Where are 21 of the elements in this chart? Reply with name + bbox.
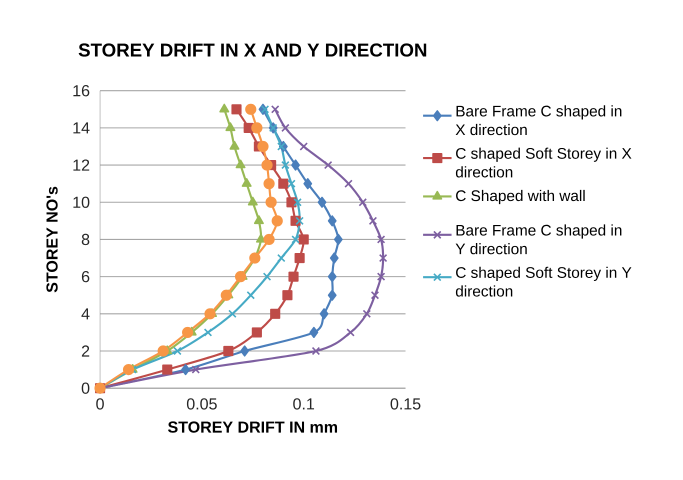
legend-label: Bare Frame C shaped in X direction: [456, 105, 622, 136]
legend-label: Bare Frame C shaped in Y direction: [456, 224, 622, 254]
y-tick-label: 8: [82, 234, 90, 245]
y-tick-label: 10: [73, 196, 90, 208]
y-tick-label: 2: [82, 345, 90, 356]
legend-label: C shaped Soft Storey in X direction: [456, 147, 632, 178]
y-tick-label: 0: [82, 382, 90, 394]
x-tick-label: 0: [96, 398, 104, 410]
y-axis-title: STOREY NO's: [46, 186, 58, 292]
x-tick-label: 0.15: [390, 398, 420, 410]
y-tick-label: 4: [81, 308, 90, 320]
x-tick-label: 0.1: [293, 398, 314, 410]
y-tick-label: 16: [73, 84, 90, 96]
y-tick-label: 14: [73, 122, 90, 134]
legend-label: C Shaped with wall: [456, 190, 585, 204]
y-tick-label: 6: [82, 270, 90, 282]
x-tick-label: 0.05: [186, 398, 217, 410]
x-axis-title: STOREY DRIFT IN mm: [168, 421, 338, 433]
chart-title: STOREY DRIFT IN X AND Y DIRECTION: [78, 43, 426, 57]
legend-label: C shaped Soft Storey in Y direction: [456, 266, 632, 297]
y-tick-label: 12: [73, 159, 90, 171]
